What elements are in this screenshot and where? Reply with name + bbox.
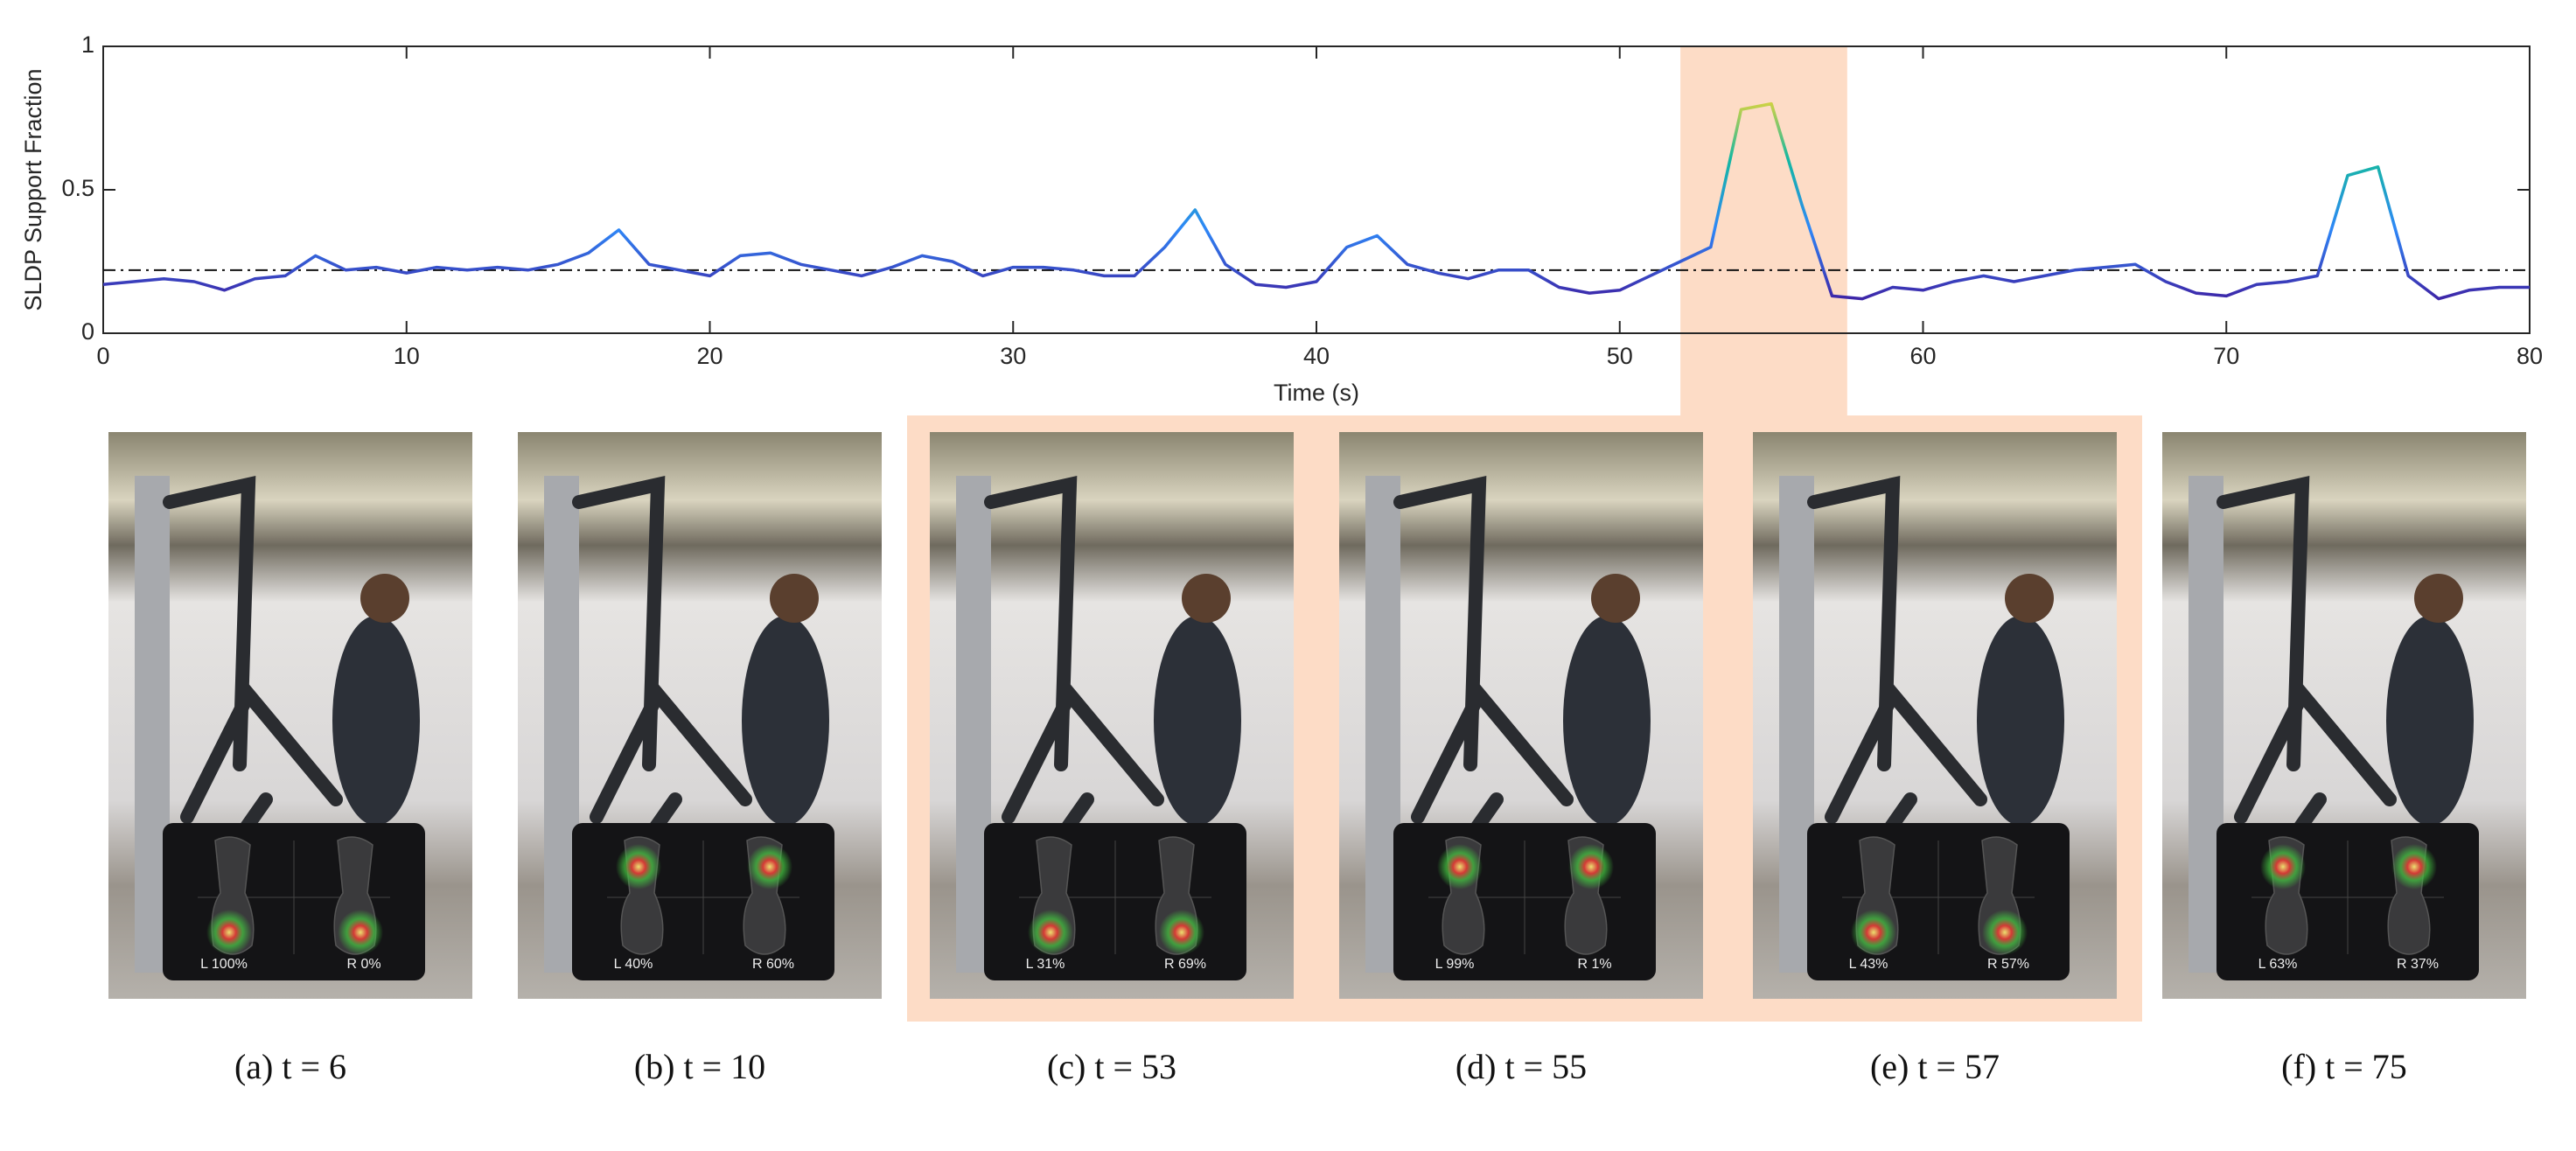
- x-tick-label: 40: [1303, 343, 1330, 369]
- left-share: L 100%: [200, 957, 248, 972]
- panel-caption: (f) t = 75: [2281, 1047, 2407, 1086]
- right-share: R 69%: [1164, 957, 1206, 972]
- pressure-heat: [2260, 844, 2306, 889]
- right-share: R 37%: [2397, 957, 2439, 972]
- person: [332, 616, 420, 826]
- y-axis-label: SLDP Support Fraction: [20, 68, 46, 310]
- pressure-heat: [206, 910, 252, 955]
- plot-frame: [102, 45, 2531, 334]
- pressure-heat: [747, 844, 792, 889]
- left-share: L 31%: [1026, 957, 1065, 972]
- right-share: R 0%: [346, 957, 380, 972]
- person: [1154, 616, 1241, 826]
- panel-caption: (d) t = 55: [1456, 1047, 1587, 1086]
- y-tick-label: 0: [81, 318, 94, 345]
- data-line: [102, 101, 2530, 301]
- left-share: L 63%: [2258, 957, 2298, 972]
- person-head: [1182, 574, 1231, 623]
- person: [742, 616, 829, 826]
- x-tick-label: 70: [2213, 343, 2239, 369]
- pressure-heat: [1159, 910, 1204, 955]
- right-share: R 1%: [1577, 957, 1611, 972]
- panel-caption: (b) t = 10: [634, 1047, 765, 1086]
- pressure-heat: [338, 910, 383, 955]
- panel-caption: (e) t = 57: [1870, 1047, 2000, 1086]
- right-share: R 57%: [1987, 957, 2029, 972]
- pressure-heat: [1568, 844, 1614, 889]
- person: [2386, 616, 2474, 826]
- y-tick-label: 0.5: [61, 175, 94, 201]
- pressure-heat: [1028, 910, 1073, 955]
- x-tick-label: 80: [2517, 343, 2543, 369]
- person-head: [360, 574, 409, 623]
- x-tick-label: 60: [1909, 343, 1936, 369]
- highlight-band: [1680, 46, 1847, 415]
- pressure-heat: [1851, 910, 1896, 955]
- pressure-heat: [1437, 844, 1483, 889]
- x-tick-label: 30: [1000, 343, 1026, 369]
- left-share: L 40%: [614, 957, 653, 972]
- person-head: [2414, 574, 2463, 623]
- pressure-heat: [2391, 844, 2437, 889]
- left-share: L 43%: [1849, 957, 1888, 972]
- x-tick-label: 0: [96, 343, 109, 369]
- panel-caption: (a) t = 6: [234, 1047, 346, 1086]
- x-axis-label: Time (s): [1274, 380, 1359, 406]
- y-tick-label: 1: [81, 31, 94, 58]
- person-head: [770, 574, 819, 623]
- person-head: [2005, 574, 2054, 623]
- pressure-heat: [1982, 910, 2028, 955]
- person: [1977, 616, 2064, 826]
- panel-caption: (c) t = 53: [1047, 1047, 1176, 1086]
- x-tick-label: 20: [696, 343, 723, 369]
- right-share: R 60%: [752, 957, 794, 972]
- pressure-heat: [616, 844, 661, 889]
- x-tick-label: 10: [394, 343, 420, 369]
- person-head: [1591, 574, 1640, 623]
- person: [1563, 616, 1651, 826]
- x-tick-label: 50: [1607, 343, 1633, 369]
- left-share: L 99%: [1435, 957, 1475, 972]
